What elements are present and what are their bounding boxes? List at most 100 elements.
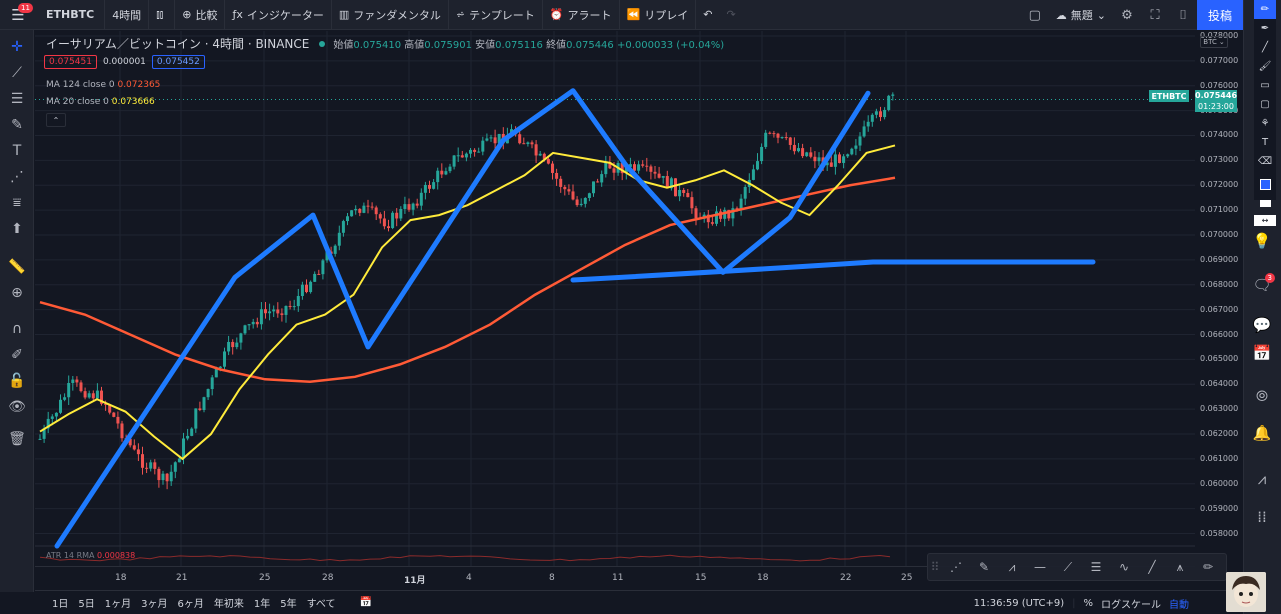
style-active-tool[interactable]: ✏ bbox=[1254, 0, 1276, 19]
calendar-button[interactable]: 📅 bbox=[1249, 340, 1275, 366]
buy-price-button[interactable]: 0.075452 bbox=[151, 55, 205, 69]
fav-pencil-tool[interactable]: ✏ bbox=[1194, 554, 1222, 580]
style-text[interactable]: T bbox=[1254, 133, 1276, 152]
fav-trendline-tool[interactable]: ╱ bbox=[1138, 554, 1166, 580]
prediction-tool[interactable]: ⩸ bbox=[0, 190, 34, 216]
more-button[interactable]: ⁞⁞ bbox=[1249, 504, 1275, 530]
brush-tool[interactable]: ✎ bbox=[0, 112, 34, 138]
main-menu-button[interactable]: ☰ 11 bbox=[0, 0, 36, 30]
style-width-picker[interactable]: ↔ bbox=[1254, 215, 1276, 226]
template-button[interactable]: ⩫ テンプレート bbox=[449, 0, 543, 30]
magnet-tool[interactable]: ∩ bbox=[0, 316, 34, 342]
screenshot-button[interactable]: ⌷ bbox=[1169, 0, 1197, 30]
range-6m[interactable]: 6ヶ月 bbox=[177, 599, 204, 610]
symbol-search-button[interactable]: ETHBTC bbox=[36, 0, 106, 30]
alert-button[interactable]: ⏰ アラート bbox=[543, 0, 620, 30]
legend-title-row[interactable]: イーサリアム／ビットコイン · 4時間 · BINANCE 始値0.075410… bbox=[46, 35, 724, 52]
range-1m[interactable]: 1ヶ月 bbox=[104, 599, 132, 610]
fav-xabcd-tool[interactable]: ⩚ bbox=[1166, 554, 1194, 580]
indicators-button[interactable]: ƒx インジケーター bbox=[225, 0, 332, 30]
goto-date-button[interactable]: 📅 bbox=[355, 597, 377, 608]
text-tool[interactable]: T bbox=[0, 138, 34, 164]
fav-head-shoulders-tool[interactable]: ⩘ bbox=[998, 554, 1026, 580]
style-brush[interactable]: 🖌 bbox=[1254, 57, 1276, 76]
range-3m[interactable]: 3ヶ月 bbox=[141, 599, 168, 610]
hide-tool[interactable]: 👁 bbox=[0, 394, 34, 420]
time-axis[interactable]: 18 21 25 28 11月 4 8 11 15 18 22 25 bbox=[35, 566, 1195, 590]
style-marker[interactable]: ✒ bbox=[1254, 19, 1276, 38]
fav-ray-tool[interactable]: ⟋ bbox=[1054, 554, 1082, 580]
log-scale-toggle[interactable]: ログスケール bbox=[1101, 599, 1161, 611]
fundamental-button[interactable]: ▥ ファンダメンタル bbox=[332, 0, 449, 30]
collapse-legend-button[interactable]: ⌃ bbox=[46, 113, 66, 127]
range-all[interactable]: すべて bbox=[306, 599, 336, 610]
stay-drawing-tool[interactable]: ✐ bbox=[0, 342, 34, 368]
undo-button[interactable]: ↶ bbox=[696, 0, 719, 30]
candle bbox=[817, 152, 821, 166]
range-5y[interactable]: 5年 bbox=[280, 599, 297, 610]
brush-icon: 🖌 bbox=[1258, 61, 1272, 72]
fav-path-tool[interactable]: ∿ bbox=[1110, 554, 1138, 580]
style-stamp[interactable]: ⚘ bbox=[1254, 114, 1276, 133]
broadcast-icon: ⦾ bbox=[1255, 387, 1268, 405]
candle bbox=[522, 137, 526, 145]
trendline-tool[interactable]: ⟋ bbox=[0, 60, 34, 86]
ma20-legend[interactable]: MA 20 close 0 0.073666 bbox=[46, 97, 155, 107]
style-line[interactable]: ╱ bbox=[1254, 38, 1276, 57]
chats-button[interactable]: 🗨 3 bbox=[1249, 272, 1275, 298]
layout-button[interactable]: ▢ bbox=[1021, 0, 1049, 30]
line-icon: ╱ bbox=[1261, 42, 1269, 53]
legend-title: イーサリアム／ビットコイン · 4時間 · BINANCE bbox=[46, 37, 310, 51]
post-button[interactable]: 投稿 bbox=[1197, 0, 1243, 30]
replay-button[interactable]: ⏪ リプレイ bbox=[620, 0, 697, 30]
notifications-button[interactable]: 🔔 bbox=[1249, 420, 1275, 446]
auto-scale-toggle[interactable]: 自動 bbox=[1169, 599, 1189, 611]
fib-tool[interactable]: ☰ bbox=[0, 86, 34, 112]
ideas-button[interactable]: 💡 bbox=[1249, 228, 1275, 254]
candle bbox=[305, 279, 308, 294]
clock[interactable]: 11:36:59 (UTC+9) bbox=[973, 597, 1065, 609]
style-eraser[interactable]: ⌫ bbox=[1254, 152, 1276, 171]
fav-brush-tool[interactable]: ✎ bbox=[970, 554, 998, 580]
price-chart[interactable] bbox=[35, 31, 1195, 566]
last-price-tag: 0.075446 01:23:00 bbox=[1195, 90, 1237, 112]
ma124-legend[interactable]: MA 124 close 0 0.072365 bbox=[46, 80, 160, 90]
settings-button[interactable]: ⚙ bbox=[1113, 0, 1141, 30]
range-1d[interactable]: 1日 bbox=[52, 599, 69, 610]
fav-pattern-tool[interactable]: ⋰ bbox=[942, 554, 970, 580]
fav-hline-tool[interactable]: — bbox=[1026, 554, 1054, 580]
price-axis[interactable]: 0.0780000.0770000.0760000.0750000.074000… bbox=[1195, 31, 1243, 566]
fullscreen-button[interactable]: ⛶ bbox=[1141, 0, 1169, 30]
percent-toggle[interactable]: % bbox=[1083, 597, 1093, 609]
messages-button[interactable]: 💬 bbox=[1249, 312, 1275, 338]
style-color-picker[interactable] bbox=[1254, 175, 1276, 194]
delete-tool[interactable]: 🗑 bbox=[0, 426, 34, 452]
style-rectangle[interactable]: ▭ bbox=[1254, 76, 1276, 95]
zoom-tool[interactable]: ⊕ bbox=[0, 280, 34, 306]
fav-fib-tool[interactable]: ☰ bbox=[1082, 554, 1110, 580]
drag-handle-icon[interactable]: ⠿ bbox=[930, 560, 940, 574]
sell-price-button[interactable]: 0.075451 bbox=[44, 55, 97, 69]
candle bbox=[801, 143, 805, 159]
ruler-tool[interactable]: 📏 bbox=[0, 254, 34, 280]
style-square[interactable]: ▢ bbox=[1254, 95, 1276, 114]
range-5d[interactable]: 5日 bbox=[78, 599, 95, 610]
lock-tool[interactable]: 🔓 bbox=[0, 368, 34, 394]
price-axis-label: 0.065000 bbox=[1200, 354, 1239, 364]
atr-legend[interactable]: ATR 14 RMA 0.000838 bbox=[46, 551, 135, 560]
interval-button[interactable]: 4時間 bbox=[105, 0, 150, 30]
range-ytd[interactable]: 年初来 bbox=[213, 599, 244, 610]
style-fill-picker[interactable] bbox=[1254, 194, 1276, 213]
range-1y[interactable]: 1年 bbox=[253, 599, 271, 610]
pattern-tool[interactable]: ⋰ bbox=[0, 164, 34, 190]
candle bbox=[387, 219, 390, 232]
crosshair-tool[interactable]: ✛ bbox=[0, 34, 34, 60]
currency-selector[interactable]: BTC ⌄ bbox=[1200, 36, 1228, 48]
redo-button[interactable]: ↷ bbox=[719, 0, 742, 30]
compare-button[interactable]: ⊕ 比較 bbox=[175, 0, 226, 30]
chart-type-button[interactable]: ⫾⫾ bbox=[149, 0, 176, 30]
layout-name-button[interactable]: ☁ 無題 ⌄ bbox=[1049, 0, 1113, 30]
icon-tool[interactable]: ⬆ bbox=[0, 216, 34, 242]
hotlists-button[interactable]: ⩘ bbox=[1249, 466, 1275, 492]
streams-button[interactable]: ⦾ bbox=[1249, 383, 1275, 409]
